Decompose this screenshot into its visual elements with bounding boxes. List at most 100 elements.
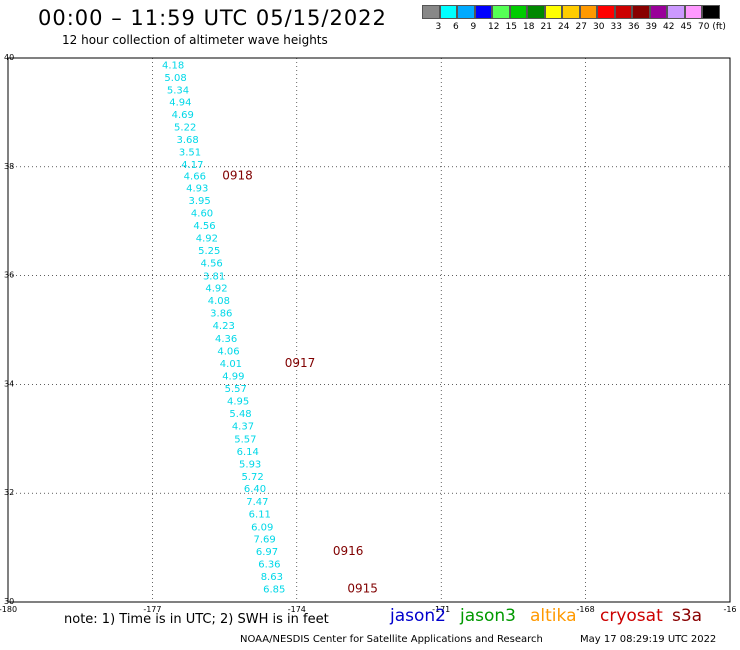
wave-height-value: 4.18: [162, 61, 184, 72]
wave-height-value: 5.57: [225, 384, 247, 395]
wave-height-value: 3.86: [210, 309, 232, 320]
legend-label: 42: [663, 22, 675, 32]
legend-label: 30: [593, 22, 605, 32]
wave-height-value: 4.37: [232, 422, 254, 433]
legend-swatch: [474, 5, 492, 19]
wave-height-value: 5.93: [239, 459, 261, 470]
wave-height-value: 6.97: [256, 547, 278, 558]
legend-swatch: [439, 5, 457, 19]
wave-height-value: 5.22: [174, 123, 196, 134]
wave-height-value: 4.36: [215, 334, 237, 345]
wave-height-value: 5.25: [198, 246, 220, 257]
wave-height-value: 5.57: [234, 434, 256, 445]
y-tick-label: 40: [4, 53, 14, 62]
legend-label: 45: [680, 22, 692, 32]
legend-label: 39: [645, 22, 657, 32]
legend-swatch: [684, 5, 702, 19]
wave-height-value: 4.93: [186, 183, 208, 194]
y-tick-label: 36: [4, 271, 14, 280]
wave-height-value: 4.92: [205, 284, 227, 295]
wave-height-value: 7.69: [253, 534, 275, 545]
wave-height-value: 4.06: [217, 347, 239, 358]
satellite-label-jason3: jason3: [460, 606, 516, 626]
wave-height-value: 5.72: [241, 472, 263, 483]
legend-label: 3: [435, 22, 442, 32]
legend-label: 70 (ft): [698, 22, 726, 32]
wave-height-value: 4.23: [213, 321, 235, 332]
footer-credit: NOAA/NESDIS Center for Satellite Applica…: [240, 634, 543, 645]
legend-label: 24: [558, 22, 570, 32]
wave-height-value: 3.81: [203, 272, 225, 283]
footer-timestamp: May 17 08:29:19 UTC 2022: [580, 634, 717, 645]
legend-label: 18: [523, 22, 535, 32]
legend-label: 33: [610, 22, 622, 32]
legend-swatch: [649, 5, 667, 19]
legend-swatch: [614, 5, 632, 19]
x-tick-label: -168: [577, 605, 595, 614]
legend-label: 21: [540, 22, 552, 32]
legend-swatch: [492, 5, 510, 19]
legend-swatch: [509, 5, 527, 19]
pass-time-label: 0915: [347, 581, 378, 595]
wave-height-value: 4.08: [208, 296, 230, 307]
legend-swatch: [562, 5, 580, 19]
satellite-label-jason2: jason2: [390, 606, 446, 626]
color-scale-legend: [422, 5, 720, 19]
x-tick-label: -180: [0, 605, 17, 614]
wave-height-value: 6.36: [258, 559, 280, 570]
satellite-label-altika: altika: [530, 606, 577, 626]
x-tick-label: -174: [288, 605, 306, 614]
legend-swatch: [702, 5, 720, 19]
pass-time-label: 0918: [222, 169, 253, 183]
legend-swatch: [667, 5, 685, 19]
wave-height-value: 4.69: [172, 110, 194, 121]
y-tick-label: 32: [4, 488, 14, 497]
legend-label: 15: [505, 22, 517, 32]
wave-height-value: 4.56: [201, 259, 223, 270]
legend-label: 9: [470, 22, 477, 32]
legend-swatch: [527, 5, 545, 19]
x-tick-label: -16: [723, 605, 736, 614]
wave-height-value: 7.47: [246, 497, 268, 508]
x-tick-label: -177: [143, 605, 161, 614]
satellite-label-s3a: s3a: [672, 606, 703, 626]
wave-height-value: 5.08: [164, 73, 186, 84]
legend-swatch: [422, 5, 440, 19]
wave-height-value: 3.51: [179, 148, 201, 159]
wave-height-value: 6.09: [251, 522, 273, 533]
plot-frame: [7, 57, 731, 603]
x-tick-label: -171: [432, 605, 450, 614]
wave-height-value: 6.40: [244, 484, 266, 495]
y-tick-label: 30: [4, 597, 14, 606]
wave-height-value: 4.56: [193, 221, 215, 232]
wave-height-value: 4.17: [181, 160, 203, 171]
wave-height-value: 3.95: [189, 196, 211, 207]
legend-swatch: [632, 5, 650, 19]
color-scale-labels: 3 6 9 12 15 18 21 24 27 30 33 36 39 42 45 70 (ft): [422, 22, 740, 34]
footer-note: note: 1) Time is in UTC; 2) SWH is in fe…: [64, 612, 329, 627]
y-tick-label: 38: [4, 162, 14, 171]
wave-height-value: 4.94: [169, 98, 191, 109]
legend-swatch: [579, 5, 597, 19]
legend-swatch: [544, 5, 562, 19]
chart-title: 00:00 – 11:59 UTC 05/15/2022: [38, 6, 387, 30]
wave-height-value: 4.60: [191, 208, 213, 219]
wave-height-value: 4.66: [184, 172, 206, 183]
legend-swatch: [597, 5, 615, 19]
wave-height-value: 5.34: [167, 86, 189, 97]
wave-height-value: 3.68: [176, 135, 198, 146]
satellite-label-cryosat: cryosat: [600, 606, 663, 626]
pass-time-label: 0917: [285, 356, 316, 370]
chart-subtitle: 12 hour collection of altimeter wave hei…: [62, 33, 328, 47]
wave-height-value: 4.92: [196, 234, 218, 245]
wave-height-value: 4.95: [227, 397, 249, 408]
wave-height-value: 6.11: [249, 509, 271, 520]
legend-label: 27: [575, 22, 587, 32]
wave-height-value: 6.14: [237, 447, 259, 458]
pass-time-label: 0916: [333, 544, 364, 558]
legend-label: 36: [628, 22, 640, 32]
legend-label: 6: [453, 22, 459, 32]
wave-height-value: 4.01: [220, 359, 242, 370]
y-tick-label: 34: [4, 379, 14, 388]
